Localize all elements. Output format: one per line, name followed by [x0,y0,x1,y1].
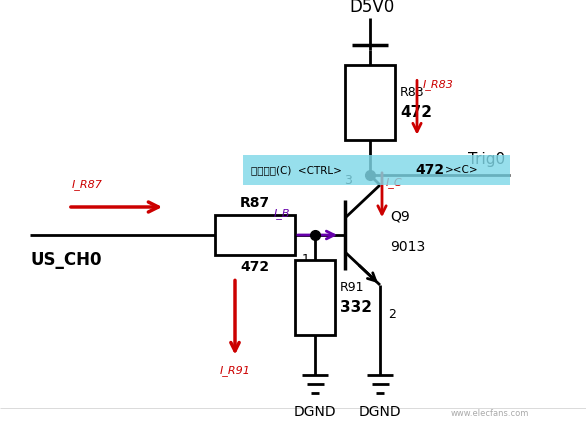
Text: I_B: I_B [274,208,290,219]
Text: 472: 472 [415,163,444,177]
Text: 1: 1 [302,253,310,266]
Text: 3: 3 [344,174,352,187]
Text: 捕捉图像(C)  <CTRL>: 捕捉图像(C) <CTRL> [251,165,342,175]
Bar [295,260,335,335]
Text: Trig0: Trig0 [468,152,505,167]
Text: 332: 332 [340,300,372,315]
Text: US_CH0: US_CH0 [30,251,101,269]
Text: DGND: DGND [294,405,336,419]
Bar [345,65,395,140]
Text: 9013: 9013 [390,240,425,254]
Text: R87: R87 [240,196,270,210]
Text: www.elecfans.com: www.elecfans.com [451,409,529,418]
Text: I_R87: I_R87 [72,179,103,190]
Bar [215,215,295,255]
Text: 2: 2 [388,308,396,321]
Text: 472: 472 [400,105,432,120]
Text: R91: R91 [340,281,364,294]
Text: 472: 472 [240,260,270,274]
Text: Q9: Q9 [390,210,410,224]
Text: D5V0: D5V0 [349,0,394,16]
Text: I_R91: I_R91 [220,365,250,376]
Text: DGND: DGND [359,405,401,419]
Text: I_R83: I_R83 [423,79,454,90]
Text: ><C>: ><C> [445,165,479,175]
Text: I_C: I_C [386,178,403,188]
Text: R83: R83 [400,86,425,99]
Bar [243,155,510,185]
